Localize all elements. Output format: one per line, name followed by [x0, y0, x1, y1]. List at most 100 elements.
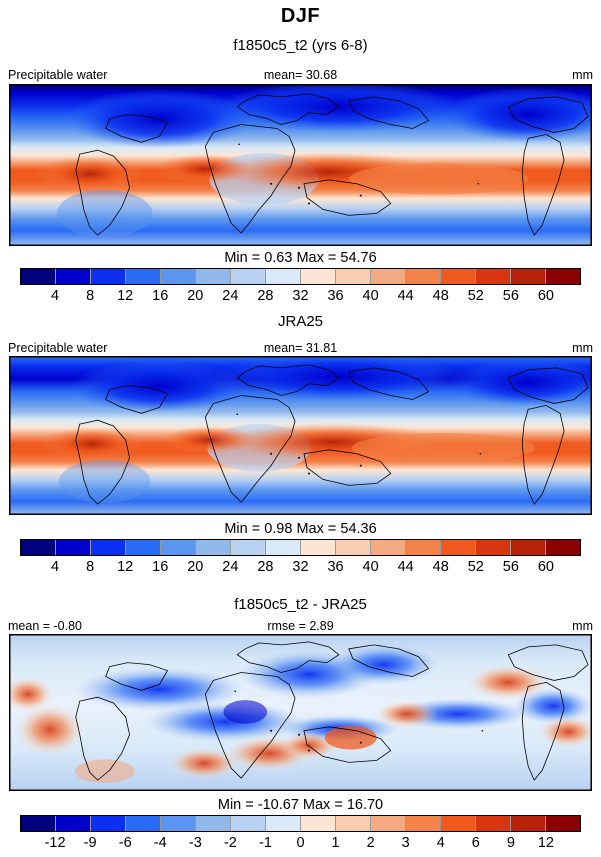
panel-2-variable-label: Precipitable water: [8, 341, 108, 355]
colorbar-tick-label: 20: [187, 288, 204, 304]
colorbar-tick-label: 1: [331, 835, 340, 851]
colorbar-swatch: [91, 269, 126, 284]
colorbar-swatch: [266, 816, 301, 831]
colorbar-swatch: [266, 540, 301, 555]
panel-3-colorbar-swatches[interactable]: [20, 815, 581, 832]
colorbar-swatch: [231, 540, 266, 555]
colorbar-tick-label: 8: [86, 288, 95, 304]
colorbar-swatch: [476, 540, 511, 555]
colorbar-swatch: [21, 540, 56, 555]
panel-1-variable-label: Precipitable water: [8, 68, 108, 82]
colorbar-tick-label: 40: [362, 288, 379, 304]
panel-3-colorbar-minmax: Min = -10.67 Max = 16.70: [217, 797, 384, 813]
colorbar-swatch: [231, 816, 266, 831]
colorbar-tick-label: 20: [187, 559, 204, 575]
colorbar-tick-label: 36: [327, 559, 344, 575]
colorbar-tick-label: 44: [397, 288, 414, 304]
colorbar-swatch: [476, 816, 511, 831]
panel-2-units-label: mm: [572, 341, 593, 355]
colorbar-swatch: [511, 816, 546, 831]
colorbar-tick-label: 28: [257, 288, 274, 304]
colorbar-tick-label: 32: [292, 288, 309, 304]
colorbar-swatch: [301, 540, 336, 555]
colorbar-tick-label: -12: [44, 835, 66, 851]
colorbar-swatch: [56, 269, 91, 284]
colorbar-tick-label: 48: [432, 288, 449, 304]
colorbar-swatch: [406, 816, 441, 831]
colorbar-tick-label: 4: [51, 559, 60, 575]
colorbar-swatch: [441, 816, 476, 831]
colorbar-swatch: [371, 540, 406, 555]
panel-3-colorbar-ticks: -12 -9 -6 -4 -3 -2 -1 0 1 2 3 4 6 9 12: [20, 835, 581, 855]
colorbar-tick-label: 52: [467, 288, 484, 304]
colorbar-swatch: [546, 540, 580, 555]
colorbar-swatch: [21, 269, 56, 284]
panel-3-rmse-label: rmse = 2.89: [267, 619, 334, 633]
colorbar-swatch: [196, 540, 231, 555]
colorbar-swatch: [406, 540, 441, 555]
panel-2-mean-label: mean= 31.81: [263, 341, 338, 355]
colorbar-tick-label: 56: [502, 559, 519, 575]
panel-1-units-label: mm: [572, 68, 593, 82]
colorbar-swatch: [91, 540, 126, 555]
panel-3-map: [9, 634, 592, 791]
colorbar-tick-label: 8: [86, 559, 95, 575]
figure-main-title: DJF: [280, 5, 321, 27]
colorbar-tick-label: -1: [258, 835, 272, 851]
colorbar-tick-label: 36: [327, 288, 344, 304]
panel-1-colorbar-swatches[interactable]: [20, 268, 581, 285]
panel-2-colorbar-minmax: Min = 0.98 Max = 54.36: [224, 521, 377, 537]
colorbar-swatch: [21, 816, 56, 831]
colorbar-swatch: [91, 816, 126, 831]
panel-3-mean-label: mean = -0.80: [8, 619, 83, 633]
colorbar-tick-label: 4: [436, 835, 445, 851]
colorbar-swatch: [301, 269, 336, 284]
panel-2-colorbar-ticks: 4 8 12 16 20 24 28 32 36 40 44 48 52 56 60: [20, 559, 581, 579]
colorbar-swatch: [126, 816, 161, 831]
colorbar-tick-label: 48: [432, 559, 449, 575]
colorbar-tick-label: 60: [537, 559, 555, 575]
colorbar-swatch: [336, 269, 371, 284]
colorbar-swatch: [161, 540, 196, 555]
colorbar-tick-label: 40: [362, 559, 379, 575]
colorbar-tick-label: 6: [471, 835, 480, 851]
colorbar-tick-label: 2: [366, 835, 375, 851]
colorbar-swatch: [371, 816, 406, 831]
colorbar-swatch: [266, 269, 301, 284]
colorbar-swatch: [406, 269, 441, 284]
colorbar-tick-label: 12: [117, 559, 134, 575]
colorbar-tick-label: 16: [152, 559, 169, 575]
colorbar-swatch: [161, 269, 196, 284]
colorbar-tick-label: 3: [401, 835, 410, 851]
colorbar-swatch: [371, 269, 406, 284]
colorbar-swatch: [476, 269, 511, 284]
colorbar-tick-label: 12: [117, 288, 134, 304]
colorbar-swatch: [511, 540, 546, 555]
colorbar-swatch: [161, 816, 196, 831]
colorbar-swatch: [126, 540, 161, 555]
colorbar-tick-label: -3: [188, 835, 202, 851]
colorbar-swatch: [336, 540, 371, 555]
colorbar-swatch: [56, 540, 91, 555]
colorbar-swatch: [126, 269, 161, 284]
colorbar-tick-label: 52: [467, 559, 484, 575]
panel-1-mean-label: mean= 30.68: [263, 68, 338, 82]
panel-3-units-label: mm: [572, 619, 593, 633]
colorbar-tick-label: 32: [292, 559, 309, 575]
colorbar-tick-label: 4: [51, 288, 60, 304]
colorbar-swatch: [511, 269, 546, 284]
colorbar-tick-label: 28: [257, 559, 274, 575]
colorbar-swatch: [301, 816, 336, 831]
colorbar-swatch: [56, 816, 91, 831]
colorbar-tick-label: 60: [537, 288, 555, 304]
colorbar-swatch: [441, 540, 476, 555]
colorbar-tick-label: -9: [83, 835, 97, 851]
colorbar-tick-label: 16: [152, 288, 169, 304]
colorbar-tick-label: 24: [222, 559, 239, 575]
panel-1-map: [9, 84, 592, 246]
panel-2-map: [9, 356, 592, 515]
colorbar-tick-label: 44: [397, 559, 414, 575]
colorbar-swatch: [231, 269, 266, 284]
panel-2-colorbar-swatches[interactable]: [20, 539, 581, 556]
